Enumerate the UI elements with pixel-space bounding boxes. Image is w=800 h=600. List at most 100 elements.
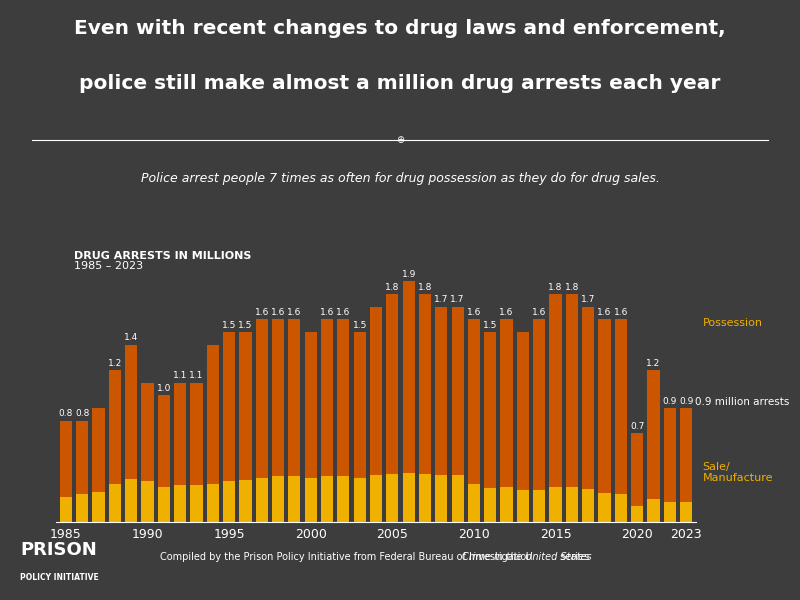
Text: 0.7: 0.7 (630, 422, 645, 431)
Text: 1.8: 1.8 (385, 283, 399, 292)
Bar (419, 474, 431, 522)
Bar (92, 408, 105, 491)
Text: ⊕: ⊕ (396, 134, 404, 145)
Text: Compiled by the Prison Policy Initiative from Federal Bureau of Investigation: Compiled by the Prison Policy Initiative… (160, 552, 536, 562)
Text: 1.9: 1.9 (402, 270, 416, 279)
Bar (321, 476, 333, 522)
Bar (402, 281, 414, 473)
Bar (338, 319, 350, 476)
Bar (125, 479, 138, 522)
Bar (484, 332, 497, 488)
Text: 0.8: 0.8 (58, 409, 73, 418)
Bar (517, 332, 529, 490)
Text: 1.6: 1.6 (287, 308, 302, 317)
Bar (631, 433, 643, 506)
Text: 1.7: 1.7 (581, 295, 595, 304)
Bar (109, 370, 121, 484)
Bar (680, 502, 692, 522)
Bar (370, 307, 382, 475)
Bar (647, 370, 660, 499)
Text: 1.8: 1.8 (549, 283, 562, 292)
Text: 1.2: 1.2 (108, 359, 122, 368)
Bar (435, 475, 447, 522)
Bar (206, 484, 219, 522)
Bar (582, 307, 594, 489)
Text: 1.5: 1.5 (483, 320, 498, 329)
Bar (288, 476, 301, 522)
Text: 1.6: 1.6 (320, 308, 334, 317)
Bar (598, 319, 610, 493)
Text: POLICY INITIATIVE: POLICY INITIATIVE (20, 572, 98, 581)
Text: Sale/
Manufacture: Sale/ Manufacture (702, 461, 773, 483)
Bar (631, 506, 643, 522)
Bar (354, 332, 366, 478)
Bar (223, 332, 235, 481)
Bar (174, 383, 186, 485)
Bar (468, 484, 480, 522)
Bar (239, 332, 251, 480)
Bar (517, 490, 529, 522)
Bar (435, 307, 447, 475)
Text: 1.1: 1.1 (173, 371, 187, 380)
Bar (451, 307, 464, 475)
Bar (501, 487, 513, 522)
Bar (76, 421, 88, 494)
Text: 1.5: 1.5 (238, 320, 253, 329)
Bar (206, 345, 219, 484)
Text: 1.5: 1.5 (222, 320, 236, 329)
Bar (386, 474, 398, 522)
Text: PRISON: PRISON (20, 541, 97, 559)
Bar (419, 294, 431, 474)
Bar (550, 487, 562, 522)
Text: 0.9: 0.9 (662, 397, 677, 406)
Text: 1.6: 1.6 (254, 308, 269, 317)
Text: 1985 – 2023: 1985 – 2023 (74, 261, 143, 271)
Bar (533, 319, 546, 490)
Bar (598, 493, 610, 522)
Bar (239, 480, 251, 522)
Bar (76, 494, 88, 522)
Bar (533, 490, 546, 522)
Bar (614, 319, 627, 494)
Bar (614, 494, 627, 522)
Text: Crime in the United States: Crime in the United States (462, 552, 592, 562)
Bar (125, 345, 138, 479)
Bar (305, 332, 317, 478)
Text: 1.2: 1.2 (646, 359, 661, 368)
Text: Possession: Possession (702, 318, 762, 328)
Bar (158, 487, 170, 522)
Text: DRUG ARRESTS IN MILLIONS: DRUG ARRESTS IN MILLIONS (74, 251, 251, 261)
Bar (354, 478, 366, 522)
Bar (60, 421, 72, 497)
Bar (174, 485, 186, 522)
Bar (484, 488, 497, 522)
Text: 1.4: 1.4 (124, 333, 138, 342)
Bar (550, 294, 562, 487)
Bar (272, 319, 284, 476)
Bar (92, 491, 105, 522)
Text: 1.7: 1.7 (434, 295, 449, 304)
Bar (321, 319, 333, 476)
Text: 1.6: 1.6 (336, 308, 350, 317)
Text: 1.5: 1.5 (353, 320, 367, 329)
Text: 1.6: 1.6 (499, 308, 514, 317)
Bar (109, 484, 121, 522)
Text: police still make almost a million drug arrests each year: police still make almost a million drug … (79, 74, 721, 92)
Text: 1.6: 1.6 (598, 308, 612, 317)
Text: 0.9 million arrests: 0.9 million arrests (695, 397, 790, 407)
Bar (386, 294, 398, 474)
Bar (272, 476, 284, 522)
Text: 0.9: 0.9 (679, 397, 694, 406)
Text: Even with recent changes to drug laws and enforcement,: Even with recent changes to drug laws an… (74, 19, 726, 38)
Bar (566, 294, 578, 487)
Text: Police arrest people 7 times as often for drug possession as they do for drug sa: Police arrest people 7 times as often fo… (141, 172, 659, 185)
Text: 1.1: 1.1 (190, 371, 203, 380)
Text: 0.8: 0.8 (75, 409, 90, 418)
Bar (402, 473, 414, 522)
Text: 1.6: 1.6 (466, 308, 481, 317)
Bar (255, 478, 268, 522)
Bar (664, 408, 676, 502)
Text: series: series (557, 552, 589, 562)
Text: 1.6: 1.6 (614, 308, 628, 317)
Bar (451, 475, 464, 522)
